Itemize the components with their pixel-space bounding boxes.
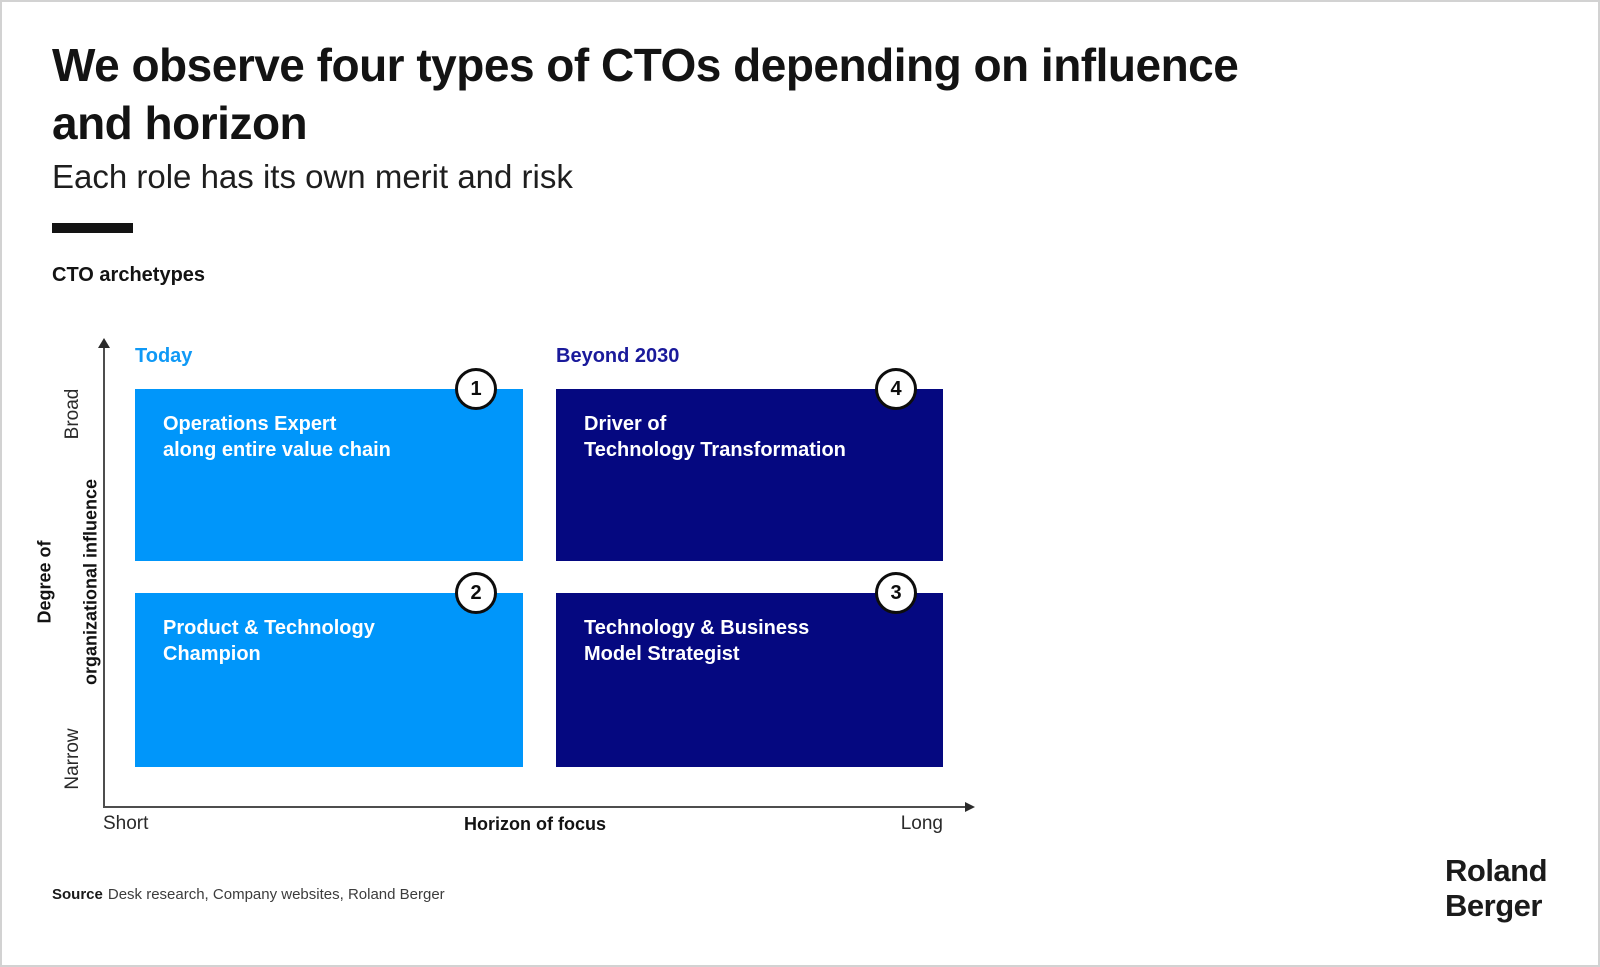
quadrant-label: Driver of Technology Transformation	[584, 411, 846, 463]
x-axis-max-label: Long	[900, 813, 943, 834]
column-header-beyond-2030: Beyond 2030	[556, 345, 680, 367]
y-axis-title-line2: organizational influence	[80, 478, 101, 686]
y-axis-title-line1: Degree of	[34, 540, 55, 624]
y-axis-max-label: Broad	[62, 388, 83, 440]
x-axis-line	[103, 806, 967, 808]
quadrant-label: Technology & Business Model Strategist	[584, 615, 809, 667]
source-label: Source	[52, 886, 103, 903]
quadrant-label-line2: Model Strategist	[584, 643, 740, 665]
logo-line2: Berger	[1445, 888, 1542, 923]
quadrant-label-line1: Technology & Business	[584, 617, 810, 639]
quadrant-number-badge: 2	[455, 572, 497, 614]
source-text: Desk research, Company websites, Roland …	[107, 886, 445, 903]
quadrant-label-line1: Product & Technology	[163, 617, 375, 639]
y-axis-title: Degree of organizational influence	[11, 479, 126, 685]
quadrant-number-badge: 3	[875, 572, 917, 614]
quadrant-label-line2: Technology Transformation	[584, 439, 846, 461]
page-title-line1: We observe four types of CTOs depending …	[52, 39, 1239, 91]
title-divider-bar	[52, 223, 133, 233]
quadrant-number-badge: 1	[455, 368, 497, 410]
quadrant-label-line1: Operations Expert	[163, 413, 337, 435]
source-line: Source Desk research, Company websites, R…	[52, 886, 445, 903]
column-header-today: Today	[135, 345, 193, 367]
quadrant-label-line2: Champion	[163, 643, 261, 665]
chart-title: CTO archetypes	[52, 264, 206, 286]
page-title-line2: and horizon	[52, 97, 308, 149]
quadrant-label-line1: Driver of	[584, 413, 667, 435]
logo-line1: Roland	[1445, 853, 1548, 888]
x-axis-min-label: Short	[103, 813, 149, 834]
y-axis-arrow-icon	[98, 338, 110, 348]
quadrant-driver-of-technology-transformation: 4 Driver of Technology Transformation	[556, 368, 943, 561]
x-axis-title: Horizon of focus	[464, 814, 606, 834]
page-title: We observe four types of CTOs depending …	[52, 36, 1239, 152]
x-axis-arrow-icon	[965, 802, 975, 812]
page-subtitle: Each role has its own merit and risk	[52, 158, 573, 195]
quadrant-label: Operations Expert along entire value cha…	[163, 411, 391, 463]
quadrant-label: Product & Technology Champion	[163, 615, 375, 667]
y-axis-min-label: Narrow	[62, 728, 83, 790]
quadrant-number-badge: 4	[875, 368, 917, 410]
y-axis-line	[103, 346, 105, 808]
quadrant-label-line2: along entire value chain	[163, 439, 391, 461]
roland-berger-logo: Roland Berger	[1445, 853, 1548, 923]
quadrant-technology-business-model-strategist: 3 Technology & Business Model Strategist	[556, 572, 943, 767]
quadrant-operations-expert: 1 Operations Expert along entire value c…	[135, 368, 523, 561]
quadrant-product-technology-champion: 2 Product & Technology Champion	[135, 572, 523, 767]
